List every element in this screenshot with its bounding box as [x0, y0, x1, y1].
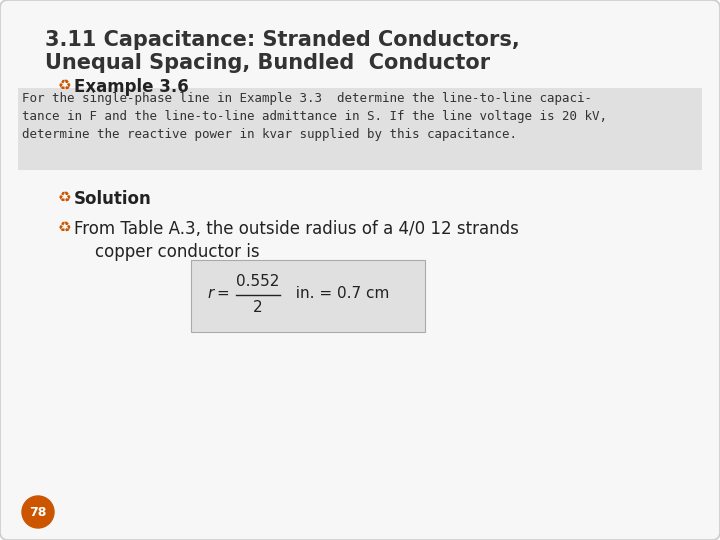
Text: Example 3.6: Example 3.6 — [74, 78, 189, 96]
Text: ♻: ♻ — [58, 190, 71, 205]
Text: For the single-phase line in Example 3.3  determine the line-to-line capaci-: For the single-phase line in Example 3.3… — [22, 92, 592, 105]
Text: ♻: ♻ — [58, 220, 71, 235]
Text: copper conductor is: copper conductor is — [95, 243, 260, 261]
Text: tance in F and the line-to-line admittance in S. If the line voltage is 20 kV,: tance in F and the line-to-line admittan… — [22, 110, 607, 123]
Text: 2: 2 — [253, 300, 263, 315]
Text: Unequal Spacing, Bundled  Conductor: Unequal Spacing, Bundled Conductor — [45, 53, 490, 73]
Text: $r =$: $r =$ — [207, 287, 230, 301]
Text: From Table A.3, the outside radius of a 4/0 12 strands: From Table A.3, the outside radius of a … — [74, 220, 519, 238]
Text: determine the reactive power in kvar supplied by this capacitance.: determine the reactive power in kvar sup… — [22, 128, 517, 141]
FancyBboxPatch shape — [191, 260, 425, 332]
Text: ♻: ♻ — [58, 78, 71, 93]
FancyBboxPatch shape — [18, 88, 702, 170]
Text: 78: 78 — [30, 505, 47, 518]
Text: 0.552: 0.552 — [236, 274, 279, 289]
Text: in. = 0.7 cm: in. = 0.7 cm — [286, 287, 390, 301]
Text: Solution: Solution — [74, 190, 152, 208]
Circle shape — [22, 496, 54, 528]
Text: 3.11 Capacitance: Stranded Conductors,: 3.11 Capacitance: Stranded Conductors, — [45, 30, 520, 50]
